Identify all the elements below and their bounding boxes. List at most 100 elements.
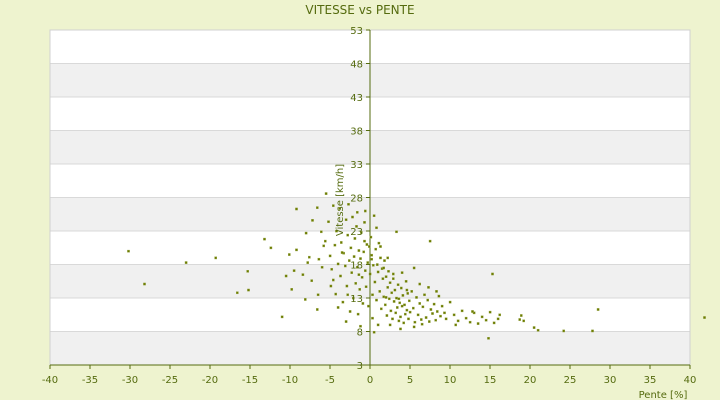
data-point <box>320 230 323 234</box>
data-point <box>372 263 375 267</box>
data-point <box>412 266 416 270</box>
data-point <box>317 257 321 261</box>
data-point <box>428 239 432 243</box>
data-point <box>440 304 444 308</box>
data-point <box>403 303 406 307</box>
data-point <box>384 296 388 299</box>
data-point <box>421 305 425 309</box>
x-tick-label: 20 <box>524 375 537 386</box>
data-point <box>214 256 218 260</box>
data-point <box>306 261 310 264</box>
x-tick-label: -20 <box>202 375 218 386</box>
data-point <box>400 286 403 290</box>
data-point <box>386 256 390 260</box>
data-point <box>360 231 363 234</box>
y-tick-label: 3 <box>357 361 363 372</box>
data-point <box>340 251 344 254</box>
data-points <box>127 192 706 340</box>
data-point <box>375 226 378 230</box>
data-point <box>395 230 398 234</box>
data-point <box>353 237 357 240</box>
data-point <box>498 313 502 317</box>
data-point <box>460 309 464 313</box>
data-point <box>127 249 130 253</box>
data-point <box>335 229 338 233</box>
data-point <box>356 211 359 214</box>
data-point <box>364 209 367 213</box>
data-point <box>536 328 540 332</box>
data-point <box>444 317 448 321</box>
data-point <box>364 269 367 272</box>
data-point <box>344 320 348 323</box>
data-point <box>280 315 284 319</box>
data-point <box>386 286 390 289</box>
data-point <box>404 312 407 316</box>
data-point <box>352 296 355 300</box>
data-point <box>471 310 474 313</box>
data-point <box>406 292 410 295</box>
x-tick-label: -30 <box>122 375 138 386</box>
data-point <box>428 320 431 323</box>
data-point <box>405 288 409 292</box>
data-point <box>374 247 378 251</box>
data-point <box>349 246 353 250</box>
data-point <box>410 290 414 293</box>
data-point <box>468 320 472 324</box>
data-point <box>392 272 395 276</box>
data-point <box>354 282 358 285</box>
data-point <box>408 310 412 314</box>
data-point <box>373 280 377 284</box>
data-point <box>246 270 250 273</box>
data-point <box>437 294 441 298</box>
data-point <box>379 245 382 248</box>
data-point <box>382 266 386 270</box>
y-tick-label: 43 <box>350 93 363 104</box>
data-point <box>316 308 319 311</box>
x-tick-label: 30 <box>604 375 617 386</box>
data-point <box>345 284 349 288</box>
y-tick-label: 23 <box>350 227 363 238</box>
data-point <box>376 263 379 266</box>
data-point <box>338 207 342 210</box>
data-point <box>350 271 354 274</box>
data-point <box>380 307 383 311</box>
data-point <box>359 324 362 328</box>
data-point <box>431 312 434 315</box>
data-point <box>375 298 378 302</box>
x-tick-label: 25 <box>564 375 577 386</box>
data-point <box>376 323 380 327</box>
data-point <box>432 302 436 306</box>
data-point <box>372 330 376 334</box>
data-point <box>346 293 350 297</box>
data-point <box>247 288 250 292</box>
data-point <box>472 311 476 315</box>
data-point <box>360 276 364 279</box>
data-point <box>405 308 409 312</box>
data-point <box>423 293 426 297</box>
data-point <box>263 237 266 241</box>
data-point <box>320 265 324 269</box>
data-point <box>361 302 365 305</box>
data-point <box>304 231 308 235</box>
data-point <box>368 272 372 276</box>
data-point <box>352 255 356 258</box>
x-tick-label: -25 <box>162 375 178 386</box>
data-point <box>395 296 398 300</box>
data-point <box>362 250 366 254</box>
data-point <box>415 296 418 299</box>
data-point <box>532 326 536 329</box>
data-point <box>407 317 410 321</box>
data-point <box>368 245 371 248</box>
data-point <box>301 273 305 276</box>
data-point <box>397 319 401 323</box>
data-point <box>394 311 398 315</box>
data-point <box>304 298 307 301</box>
data-point <box>344 264 347 268</box>
data-point <box>378 290 382 293</box>
data-point <box>284 274 288 278</box>
data-point <box>384 275 388 278</box>
data-point <box>464 316 468 320</box>
data-point <box>476 322 480 325</box>
data-point <box>562 329 565 333</box>
data-point <box>488 310 492 314</box>
